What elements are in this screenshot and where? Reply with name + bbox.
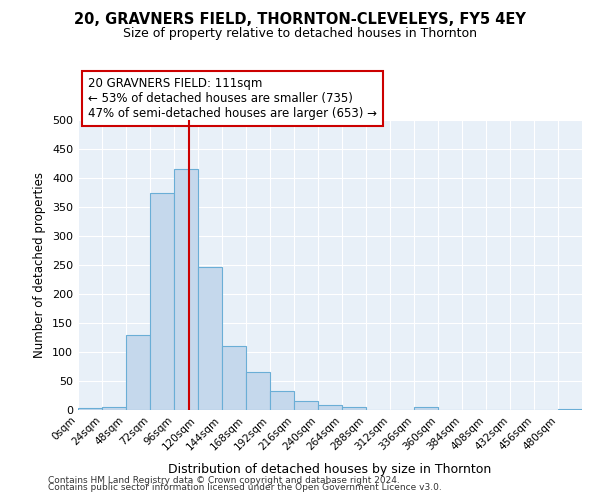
Bar [102,407,126,410]
Bar [126,334,150,410]
Bar [414,406,438,410]
Text: 20, GRAVNERS FIELD, THORNTON-CLEVELEYS, FY5 4EY: 20, GRAVNERS FIELD, THORNTON-CLEVELEYS, … [74,12,526,28]
Bar [78,408,102,410]
Text: 20 GRAVNERS FIELD: 111sqm
← 53% of detached houses are smaller (735)
47% of semi: 20 GRAVNERS FIELD: 111sqm ← 53% of detac… [88,77,377,120]
Bar [270,391,294,410]
Bar [342,407,366,410]
Bar [246,372,270,410]
Bar [198,266,222,410]
Bar [318,406,342,410]
Text: Contains public sector information licensed under the Open Government Licence v3: Contains public sector information licen… [48,484,442,492]
X-axis label: Distribution of detached houses by size in Thornton: Distribution of detached houses by size … [169,463,491,476]
Bar [222,346,246,410]
Y-axis label: Number of detached properties: Number of detached properties [34,172,46,358]
Bar [294,402,318,410]
Bar [150,192,174,410]
Text: Contains HM Land Registry data © Crown copyright and database right 2024.: Contains HM Land Registry data © Crown c… [48,476,400,485]
Text: Size of property relative to detached houses in Thornton: Size of property relative to detached ho… [123,28,477,40]
Bar [174,170,198,410]
